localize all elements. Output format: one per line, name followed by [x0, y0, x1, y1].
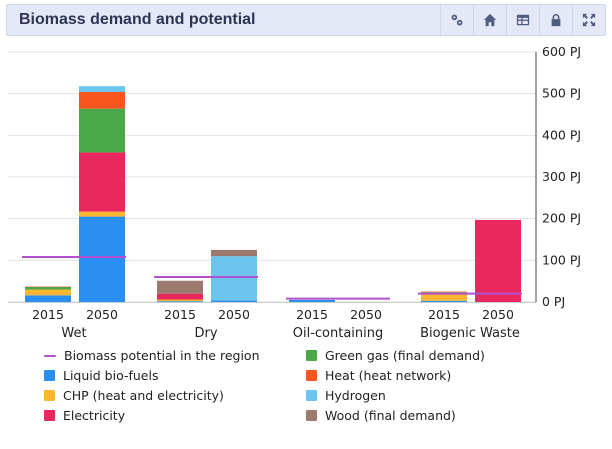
- legend-item[interactable]: Green gas (final demand): [306, 348, 485, 363]
- bar-segment: [79, 108, 125, 153]
- legend-item[interactable]: Heat (heat network): [306, 368, 451, 383]
- expand-button[interactable]: [572, 5, 605, 35]
- lock-icon: [551, 14, 561, 27]
- legend-swatch: [44, 370, 55, 381]
- legend-swatch: [44, 354, 56, 357]
- x-year-label: 2015: [164, 307, 196, 322]
- x-year-label: 2050: [218, 307, 250, 322]
- y-tick-label: 100 PJ: [542, 252, 581, 267]
- x-year-label: 2015: [296, 307, 328, 322]
- stacked-bar-chart: 0 PJ 100 PJ 200 PJ 300 PJ 400 PJ 500 PJ 600 PJ…: [8, 44, 581, 341]
- bar-segment: [475, 219, 521, 302]
- x-group-label: Oil-containing: [293, 326, 384, 341]
- bar-segment: [79, 211, 125, 217]
- legend-swatch: [306, 410, 317, 421]
- legend-swatch: [44, 390, 55, 401]
- bar-segment: [25, 287, 71, 290]
- bar-segment: [157, 280, 203, 294]
- bar-segment: [289, 299, 335, 302]
- legend-label: Heat (heat network): [325, 368, 452, 383]
- legend-label: Green gas (final demand): [325, 348, 485, 363]
- bar-segment: [79, 216, 125, 302]
- legend-item[interactable]: Wood (final demand): [306, 408, 456, 423]
- panel-header: Biomass demand and potential: [6, 4, 606, 36]
- table-icon: [516, 14, 530, 26]
- lock-button[interactable]: [539, 5, 572, 35]
- y-tick-label: 200 PJ: [542, 211, 581, 226]
- legend-label: Biomass potential in the region: [64, 348, 260, 363]
- home-button[interactable]: [473, 5, 506, 35]
- legend-label: CHP (heat and electricity): [63, 388, 224, 403]
- bar-segment: [157, 299, 203, 302]
- legend-swatch: [306, 390, 317, 401]
- table-button[interactable]: [506, 5, 539, 35]
- legend-label: Hydrogen: [325, 388, 386, 403]
- y-tick-label: 0 PJ: [542, 294, 565, 309]
- legend-label: Wood (final demand): [325, 408, 456, 423]
- panel-title: Biomass demand and potential: [19, 11, 256, 28]
- bar-segment: [211, 249, 257, 257]
- x-group-label: Wet: [61, 326, 86, 341]
- bar-segment: [79, 152, 125, 212]
- bar-segment: [79, 86, 125, 92]
- legend-item[interactable]: Biomass potential in the region: [44, 348, 260, 363]
- legend-item[interactable]: Hydrogen: [306, 388, 386, 403]
- legend-label: Liquid bio-fuels: [63, 368, 159, 383]
- settings-icon: [451, 14, 463, 26]
- y-tick-label: 400 PJ: [542, 127, 581, 142]
- x-year-label: 2015: [32, 307, 64, 322]
- x-year-label: 2015: [428, 307, 460, 322]
- legend-item[interactable]: Liquid bio-fuels: [44, 368, 158, 383]
- legend-swatch: [44, 410, 55, 421]
- bar-segment: [211, 300, 257, 302]
- legend-swatch: [306, 370, 317, 381]
- y-tick-label: 300 PJ: [542, 169, 581, 184]
- legend-item[interactable]: Electricity: [44, 408, 125, 423]
- bar-segment: [25, 295, 71, 302]
- home-icon: [483, 13, 497, 27]
- bar-segment: [25, 289, 71, 296]
- bar-segment: [421, 300, 467, 302]
- x-group-label: Dry: [194, 326, 217, 341]
- x-year-label: 2050: [86, 307, 118, 322]
- x-year-label: 2050: [482, 307, 514, 322]
- x-year-label: 2050: [350, 307, 382, 322]
- legend-item[interactable]: CHP (heat and electricity): [44, 388, 224, 403]
- legend-swatch: [306, 350, 317, 361]
- bar-segment: [157, 301, 203, 302]
- bar-segment: [421, 292, 467, 301]
- y-tick-label: 600 PJ: [542, 44, 581, 59]
- bar-segment: [79, 92, 125, 109]
- bar-segment: [211, 256, 257, 301]
- panel-toolbar: [440, 5, 605, 35]
- expand-icon: [582, 13, 596, 27]
- legend-label: Electricity: [63, 408, 126, 423]
- y-tick-label: 500 PJ: [542, 86, 581, 101]
- bar-segment: [157, 293, 203, 300]
- x-group-label: Biogenic Waste: [420, 326, 520, 341]
- settings-button[interactable]: [440, 5, 473, 35]
